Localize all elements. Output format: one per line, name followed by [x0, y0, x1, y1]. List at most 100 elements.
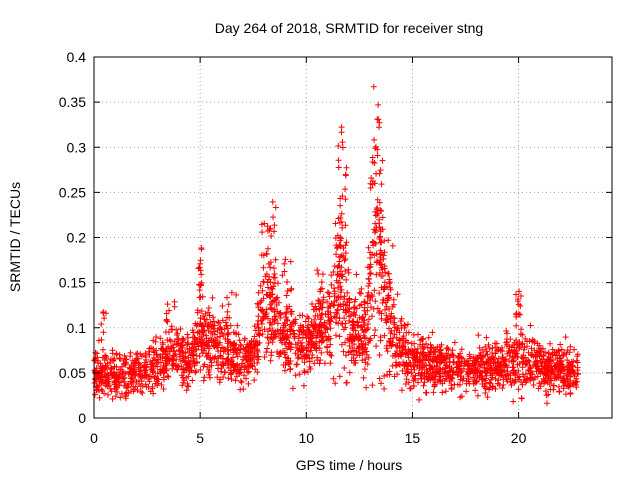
data-point	[131, 376, 138, 383]
data-point	[215, 319, 222, 326]
data-point	[254, 354, 261, 361]
data-point	[318, 349, 325, 356]
data-point	[336, 262, 343, 269]
data-point	[157, 335, 164, 342]
data-point	[275, 330, 282, 337]
data-point	[510, 367, 517, 374]
data-point	[349, 345, 356, 352]
data-point	[574, 370, 581, 377]
data-point	[309, 301, 315, 308]
data-point	[395, 353, 402, 360]
data-point	[342, 339, 349, 346]
y-tick-label: 0.05	[59, 365, 86, 381]
data-point	[207, 355, 214, 362]
data-point	[295, 339, 302, 346]
data-point	[429, 357, 436, 364]
data-point	[295, 354, 302, 361]
data-point	[283, 359, 290, 366]
data-point	[342, 196, 349, 203]
data-point	[318, 285, 325, 292]
data-point	[277, 315, 284, 322]
data-point	[197, 315, 204, 322]
data-point	[482, 389, 489, 396]
data-point	[570, 379, 577, 386]
data-point	[177, 325, 184, 332]
data-point	[127, 349, 134, 356]
data-point	[477, 370, 484, 377]
data-point	[100, 329, 107, 336]
data-point	[482, 369, 489, 376]
data-point	[286, 326, 293, 333]
data-point	[534, 340, 541, 347]
data-point	[328, 272, 335, 279]
data-point	[276, 310, 283, 317]
data-point	[361, 334, 368, 341]
data-point	[251, 323, 258, 330]
data-point	[334, 306, 341, 313]
data-point	[149, 385, 156, 392]
data-point	[495, 355, 502, 362]
data-point	[196, 329, 203, 336]
data-point	[378, 207, 385, 214]
data-point	[423, 340, 430, 347]
data-point	[284, 305, 291, 312]
data-point	[288, 308, 295, 315]
data-point	[150, 337, 157, 344]
data-point	[310, 306, 317, 313]
data-point	[376, 119, 383, 126]
data-point	[254, 300, 261, 307]
data-point	[463, 377, 470, 384]
data-point	[436, 343, 443, 350]
data-point	[567, 343, 574, 350]
data-point	[393, 334, 400, 341]
data-point	[136, 370, 143, 377]
data-point	[493, 366, 500, 373]
y-tick-label: 0.1	[67, 320, 87, 336]
data-point	[338, 252, 345, 259]
data-point	[336, 242, 343, 249]
data-point	[455, 366, 462, 373]
data-point	[425, 334, 432, 341]
data-point	[327, 351, 334, 358]
data-point	[370, 239, 377, 246]
data-point	[115, 366, 122, 373]
data-point	[270, 283, 277, 290]
data-point	[255, 289, 262, 296]
data-point	[376, 375, 383, 382]
data-point	[206, 323, 213, 330]
data-point	[386, 325, 393, 332]
data-point	[374, 116, 381, 123]
data-point	[196, 287, 203, 294]
data-point	[279, 328, 286, 335]
data-point	[562, 378, 569, 385]
data-point	[301, 352, 308, 359]
data-point	[343, 164, 350, 171]
data-point	[174, 330, 181, 337]
data-point	[459, 355, 466, 362]
data-point	[108, 365, 115, 372]
data-point	[432, 382, 439, 389]
data-point	[357, 323, 364, 330]
data-point	[195, 328, 202, 335]
data-point	[240, 386, 247, 393]
data-point	[245, 364, 252, 370]
data-point	[503, 328, 510, 335]
data-point	[121, 374, 128, 381]
data-point	[316, 360, 323, 367]
data-point	[365, 244, 372, 251]
data-point	[458, 393, 465, 400]
data-point	[305, 326, 312, 333]
data-point	[172, 363, 179, 370]
data-point	[255, 313, 262, 320]
data-point	[389, 242, 396, 249]
data-point	[364, 320, 371, 327]
data-point	[157, 354, 164, 361]
data-point	[219, 302, 226, 309]
data-point	[431, 373, 438, 380]
data-point	[186, 361, 193, 368]
data-point	[185, 358, 192, 365]
data-point	[523, 376, 530, 383]
data-point	[213, 342, 220, 349]
data-point	[449, 347, 456, 354]
data-point	[402, 322, 409, 329]
